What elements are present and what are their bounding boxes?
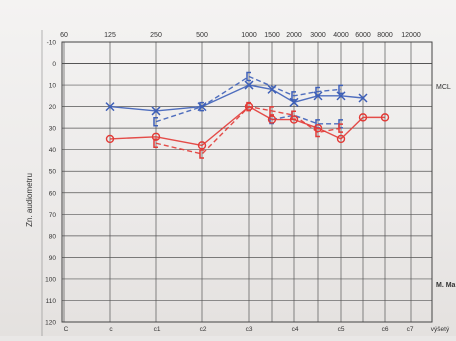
data-point — [267, 84, 277, 94]
data-point — [105, 134, 115, 144]
y-tick-label: 50 — [49, 169, 57, 176]
y-tick-label: 100 — [45, 276, 56, 283]
y-tick-label: 30 — [49, 126, 57, 133]
data-point — [151, 132, 161, 141]
series-line — [155, 75, 342, 123]
bottom-label: c5 — [338, 326, 345, 333]
y-axis-label: Zn. audiometru — [25, 173, 34, 227]
data-point — [315, 86, 320, 97]
data-point — [199, 149, 204, 159]
y-tick-label: 70 — [49, 212, 57, 219]
y-tick-label: 40 — [49, 147, 57, 154]
data-point — [105, 102, 115, 112]
data-point — [269, 106, 274, 116]
x-tick-label: 250 — [150, 32, 162, 39]
y-tick-label: 120 — [45, 320, 56, 327]
y-tick-label: -10 — [47, 40, 57, 47]
x-tick-label: 1000 — [241, 32, 257, 39]
x-tick-label: 3000 — [310, 32, 326, 39]
bottom-label: c1 — [154, 326, 161, 333]
series-line — [109, 84, 364, 112]
bottom-label: c4 — [292, 326, 299, 333]
data-point — [291, 91, 296, 101]
data-point — [151, 106, 161, 116]
bottom-label: c6 — [382, 326, 389, 333]
data-point — [246, 101, 251, 112]
x-tick-label: 2000 — [286, 32, 302, 39]
x-tick-label: 500 — [196, 32, 208, 39]
x-tick-label: 1500 — [264, 32, 280, 39]
data-point — [315, 127, 320, 138]
right-label-mcl: MCL — [436, 84, 451, 91]
x-tick-label: 8000 — [377, 32, 393, 39]
grid — [41, 30, 433, 336]
x-tick-label: 60 — [60, 32, 68, 39]
plot-border — [61, 41, 433, 323]
side-labels: Zn. audiometru MCL M. Ma — [25, 84, 456, 289]
x-tick-label: 4000 — [333, 32, 349, 39]
series-line — [109, 105, 385, 147]
y-tick-label: 10 — [49, 83, 57, 90]
y-tick-label: 90 — [49, 255, 57, 262]
bottom-label: c — [109, 326, 113, 333]
x-tick-label: 6000 — [355, 32, 371, 39]
x-tick-labels: 60 125 250 500 1000 1500 2000 3000 4000 6000 8000 1… — [60, 32, 421, 39]
right-label-m-ma: M. Ma — [436, 282, 456, 289]
y-tick-label: 0 — [52, 61, 56, 68]
data-point — [197, 141, 207, 150]
data-point — [291, 110, 296, 120]
bottom-label: c3 — [246, 326, 253, 333]
data-point — [244, 80, 254, 90]
data-point — [336, 134, 346, 144]
bottom-label: výšetý — [431, 326, 450, 333]
x-tick-label: 125 — [104, 32, 116, 39]
y-tick-labels: -10 0 10 20 30 40 50 60 70 80 90 100 110 120 — [45, 40, 56, 327]
data-point — [199, 101, 204, 112]
series-line — [271, 114, 341, 125]
y-tick-label: 110 — [46, 298, 57, 305]
series-line — [155, 105, 342, 155]
y-tick-label: 20 — [49, 104, 57, 111]
data-point — [153, 116, 158, 127]
y-tick-label: 80 — [49, 233, 57, 240]
data-point — [153, 138, 158, 148]
x-tick-label: 12000 — [401, 32, 421, 39]
data-point — [380, 113, 390, 122]
data-point — [338, 123, 343, 133]
data-point — [246, 71, 251, 82]
data-point — [358, 93, 368, 103]
data-point — [338, 84, 343, 95]
bottom-label: c7 — [407, 326, 414, 333]
data-point — [358, 113, 368, 122]
data-point — [267, 115, 277, 124]
bottom-label: c2 — [200, 326, 207, 333]
y-tick-label: 60 — [49, 190, 57, 197]
bottom-label: C — [64, 326, 69, 333]
series-layer — [105, 71, 390, 159]
